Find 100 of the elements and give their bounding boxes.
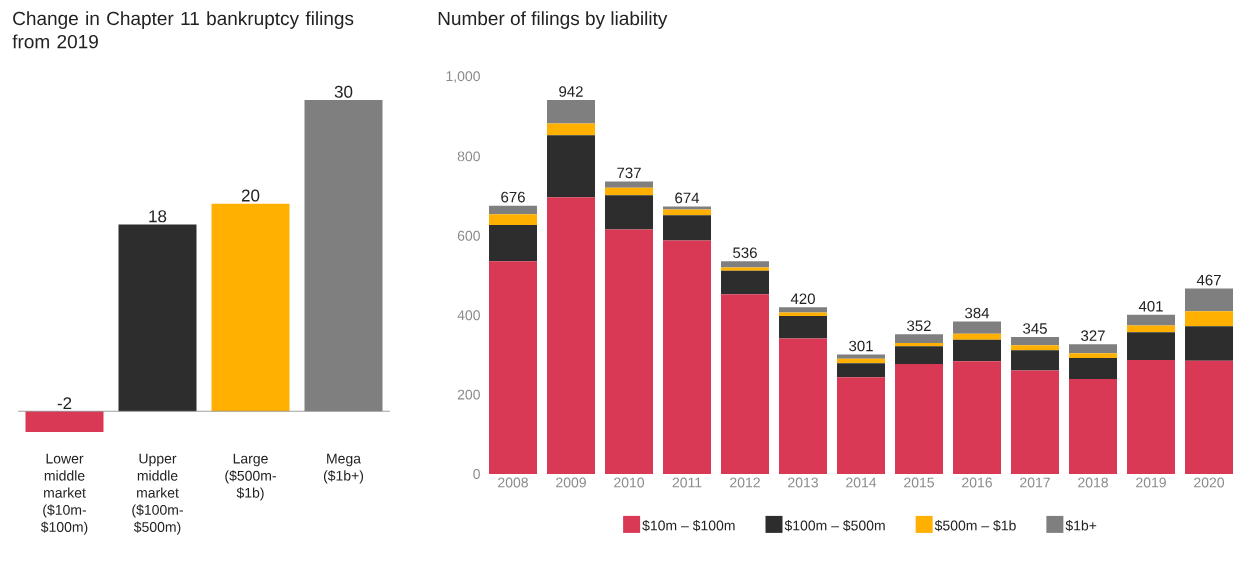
total-label: 384 <box>965 307 990 319</box>
y-tick-label: 0 <box>473 469 480 479</box>
bar <box>779 312 828 316</box>
bar <box>1011 350 1060 371</box>
data-label: 18 <box>149 210 167 223</box>
total-label: 536 <box>733 247 757 258</box>
total-label: 420 <box>790 293 815 305</box>
data-label: 30 <box>334 85 353 98</box>
y-tick-label: 200 <box>457 389 480 400</box>
bar <box>895 342 944 347</box>
bar <box>605 187 654 196</box>
bar <box>1069 379 1118 474</box>
bar <box>1069 353 1118 359</box>
bar <box>895 346 944 365</box>
x-tick-label: Upper middle market ($100m-$500m) <box>132 453 183 535</box>
bar <box>953 321 1002 334</box>
bar <box>1069 344 1118 354</box>
x-tick-label: 2019 <box>1136 477 1166 488</box>
bar <box>779 307 828 313</box>
total-label: 737 <box>617 167 641 179</box>
total-label: 301 <box>849 340 873 352</box>
bar <box>489 205 537 215</box>
x-tick-label: Mega ($1b+) <box>323 453 364 484</box>
bar <box>547 123 596 136</box>
bar <box>953 339 1002 362</box>
bar <box>837 358 886 364</box>
bar <box>895 364 944 474</box>
y-tick-label: 800 <box>457 151 480 162</box>
bar <box>547 100 596 124</box>
x-tick-label: 2008 <box>498 477 528 488</box>
x-tick-label: 2017 <box>1020 477 1050 488</box>
bar <box>25 411 104 432</box>
chart-title: Change in Chapter 11 bankruptcy filings from 2019 <box>12 11 354 49</box>
bar <box>211 203 290 412</box>
bar <box>721 270 770 295</box>
total-label: 327 <box>1081 330 1105 341</box>
bar <box>1011 345 1060 351</box>
bar <box>895 334 944 343</box>
x-tick-label: 2009 <box>556 477 586 488</box>
bar <box>1011 337 1060 346</box>
bar <box>837 363 886 378</box>
x-tick-label: 2018 <box>1078 477 1108 488</box>
bar <box>837 354 886 359</box>
legend-label: $1b+ <box>1065 519 1097 532</box>
x-tick-label: 2016 <box>962 477 992 488</box>
bar <box>663 209 712 216</box>
total-label: 345 <box>1023 323 1047 334</box>
bar <box>953 333 1002 340</box>
bar <box>663 206 712 210</box>
bar <box>547 197 596 474</box>
x-tick-label: 2011 <box>672 477 702 488</box>
bar <box>118 224 197 412</box>
total-label: 401 <box>1138 300 1163 312</box>
bar <box>605 195 654 230</box>
total-label: 352 <box>907 320 931 332</box>
x-tick-label: 2020 <box>1194 477 1225 488</box>
data-label: 20 <box>241 189 260 202</box>
bar <box>605 229 654 474</box>
bar <box>837 377 886 474</box>
bar <box>779 315 828 339</box>
bar <box>1069 358 1118 380</box>
bar <box>1127 360 1176 474</box>
y-tick-label: 600 <box>457 230 480 241</box>
bar <box>1011 370 1060 474</box>
bar <box>663 215 712 241</box>
bar <box>1127 314 1176 326</box>
bar <box>779 338 828 474</box>
legend-label: $500m – $1b <box>934 519 1016 532</box>
bar <box>721 267 770 271</box>
x-tick-label: 2015 <box>904 477 934 488</box>
legend-label: $100m – $500m <box>784 519 885 532</box>
bar <box>721 294 770 474</box>
bar <box>1185 311 1234 327</box>
total-label: 676 <box>501 191 525 203</box>
x-tick-label: Large ($500m-$1b) <box>225 453 276 501</box>
y-tick-label: 1,000 <box>446 71 480 83</box>
total-label: 674 <box>675 192 700 204</box>
bar <box>489 261 537 474</box>
x-tick-label: Lower middle market ($10m-$100m) <box>40 453 88 535</box>
x-tick-label: 2013 <box>788 477 818 488</box>
bar <box>1185 326 1234 361</box>
bar <box>721 261 770 268</box>
bar <box>489 225 537 262</box>
bar <box>605 181 654 188</box>
total-label: 467 <box>1196 274 1221 286</box>
total-label: 942 <box>559 86 583 97</box>
bar <box>663 240 712 474</box>
chart-title: Number of filings by liability <box>438 11 668 29</box>
legend-label: $10m – $100m <box>642 519 735 532</box>
data-label: -2 <box>57 397 72 410</box>
bar <box>1185 360 1234 474</box>
bar <box>1185 288 1234 312</box>
y-tick-label: 400 <box>457 310 480 321</box>
bar <box>489 214 537 226</box>
x-tick-label: 2012 <box>730 477 760 488</box>
x-tick-label: 2010 <box>614 477 645 488</box>
bar <box>1127 332 1176 361</box>
x-tick-label: 2014 <box>846 477 877 488</box>
bar <box>953 361 1002 474</box>
bar <box>547 135 596 198</box>
